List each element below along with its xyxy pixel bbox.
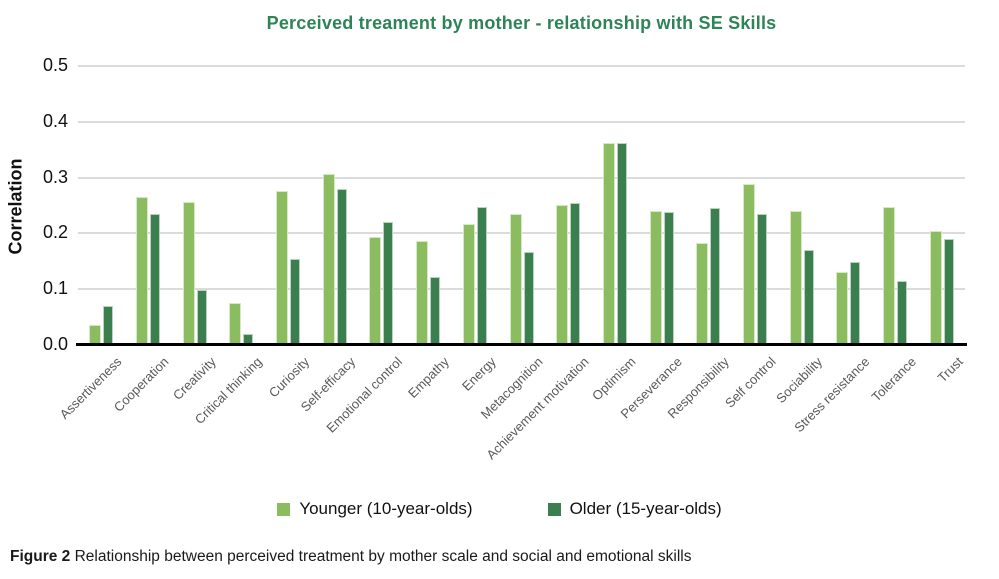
older-swatch-icon (547, 502, 561, 516)
bar-group-tolerance: Tolerance (868, 66, 919, 404)
older-bar (150, 213, 161, 345)
older-bar (570, 202, 581, 345)
bar-group-responsibility: Responsibility (665, 66, 732, 421)
figure-caption: Figure 2 Relationship between perceived … (10, 548, 692, 566)
legend-label-older: Older (15-year-olds) (569, 499, 722, 518)
bar-group-perseverance: Perseverance (618, 66, 685, 421)
older-bar (383, 222, 394, 345)
younger-bar (322, 173, 335, 345)
figure-caption-label: Figure 2 (10, 548, 71, 565)
older-bar (523, 252, 534, 345)
bar-group-energy: Energy (452, 66, 498, 394)
legend-item-younger: Younger (10-year-olds) (277, 499, 473, 519)
older-bar (196, 290, 207, 345)
older-bar (616, 143, 627, 345)
older-bar (476, 207, 487, 345)
x-axis-line (76, 343, 967, 346)
older-bar (943, 238, 954, 345)
younger-bar (836, 271, 849, 345)
x-tick-label: Empathy (404, 354, 452, 401)
y-tick-label: 0.0 (42, 334, 68, 355)
bar-group-self-efficacy: Self-efficacy (298, 66, 358, 415)
x-tick-label: Energy (458, 354, 499, 394)
y-axis-ticks: 0.0 0.1 0.2 0.3 0.4 0.5 (0, 55, 72, 354)
legend-label-younger: Younger (10-year-olds) (299, 499, 473, 518)
x-tick-label: Curiosity (265, 354, 312, 401)
gridline (78, 176, 965, 179)
x-tick-label: Tolerance (868, 354, 919, 405)
bar-group-sociability: Sociability (773, 66, 825, 406)
gridline (78, 120, 965, 123)
older-bar (803, 250, 814, 345)
bar-group-self-control: Self control (722, 66, 779, 411)
plot-area: Assertiveness Cooperation Creativity Critic… (57, 65, 967, 462)
younger-bar (89, 325, 102, 345)
bar-group-empathy: Empathy (405, 66, 452, 401)
younger-bar (742, 184, 755, 345)
older-bar (290, 258, 301, 345)
younger-bar (136, 197, 149, 345)
bar-group-critical-thinking: Critical thinking (192, 66, 265, 427)
bar-group-trust: Trust (918, 66, 965, 385)
bar-group-metacognition: Metacognition (477, 66, 545, 422)
bar-group-stress-resistance: Stress resistance (791, 66, 872, 435)
younger-bar (229, 302, 242, 345)
younger-bar (556, 204, 569, 345)
younger-bar (649, 210, 662, 345)
bar-group-optimism: Optimism (589, 66, 639, 403)
younger-bar (929, 230, 942, 345)
younger-bar (462, 224, 475, 345)
y-tick-label: 0.1 (42, 278, 68, 299)
younger-swatch-icon (277, 502, 291, 516)
chart-title: Perceived treament by mother - relations… (266, 13, 777, 33)
bar-group-curiosity: Curiosity (265, 66, 312, 400)
older-bar (897, 281, 908, 345)
younger-bar (416, 241, 429, 345)
x-tick-label: Trust (934, 354, 966, 386)
older-bar (756, 213, 767, 345)
bar-group-cooperation: Cooperation (111, 66, 172, 415)
younger-bar (696, 243, 709, 345)
older-bar (336, 189, 347, 345)
y-tick-label: 0.4 (42, 110, 68, 131)
y-tick-label: 0.2 (42, 222, 68, 243)
bar-group-assertiveness: Assertiveness (57, 66, 125, 422)
figure-caption-text: Relationship between perceived treatment… (70, 548, 692, 565)
legend-item-older: Older (15-year-olds) (547, 499, 722, 519)
y-tick-label: 0.5 (42, 55, 68, 76)
older-bar (430, 277, 441, 345)
younger-bar (509, 213, 522, 345)
older-bar (243, 333, 254, 345)
younger-bar (602, 143, 615, 345)
chart-legend: Younger (10-year-olds) Older (15-year-ol… (0, 499, 999, 519)
y-tick-label: 0.3 (42, 166, 68, 187)
older-bar (850, 262, 861, 345)
bar-group-emotional-control: Emotional control (323, 66, 405, 436)
bar-group-creativity: Creativity (169, 66, 218, 403)
younger-bar (182, 201, 195, 345)
bar-group-achievement-motivation: Achievement motivation (484, 66, 592, 462)
older-bar (710, 208, 721, 345)
gridline (78, 65, 965, 67)
younger-bar (883, 207, 896, 345)
older-bar (663, 212, 674, 345)
younger-bar (789, 210, 802, 345)
x-tick-label: Assertiveness (57, 354, 125, 422)
younger-bar (276, 191, 289, 345)
older-bar (103, 305, 114, 345)
younger-bar (369, 237, 382, 345)
